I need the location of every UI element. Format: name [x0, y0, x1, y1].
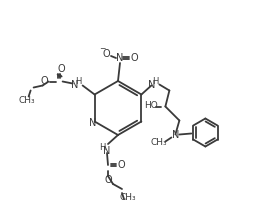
Text: H: H: [99, 143, 105, 152]
Text: −: −: [99, 44, 105, 53]
Text: CH₃: CH₃: [120, 194, 136, 203]
Text: O: O: [102, 49, 110, 59]
Text: O: O: [117, 160, 125, 170]
Text: H: H: [152, 77, 159, 86]
Text: N: N: [172, 129, 179, 140]
Text: O: O: [130, 53, 138, 63]
Text: H: H: [75, 77, 82, 86]
Text: N: N: [89, 118, 96, 129]
Text: N: N: [103, 146, 111, 156]
Text: HO: HO: [144, 101, 158, 110]
Text: N: N: [116, 53, 124, 63]
Text: CH₃: CH₃: [18, 96, 35, 105]
Text: O: O: [104, 175, 112, 185]
Text: CH₃: CH₃: [150, 138, 167, 147]
Text: N: N: [71, 81, 78, 90]
Text: O: O: [58, 65, 65, 74]
Text: O: O: [41, 76, 48, 87]
Text: N: N: [148, 81, 155, 90]
